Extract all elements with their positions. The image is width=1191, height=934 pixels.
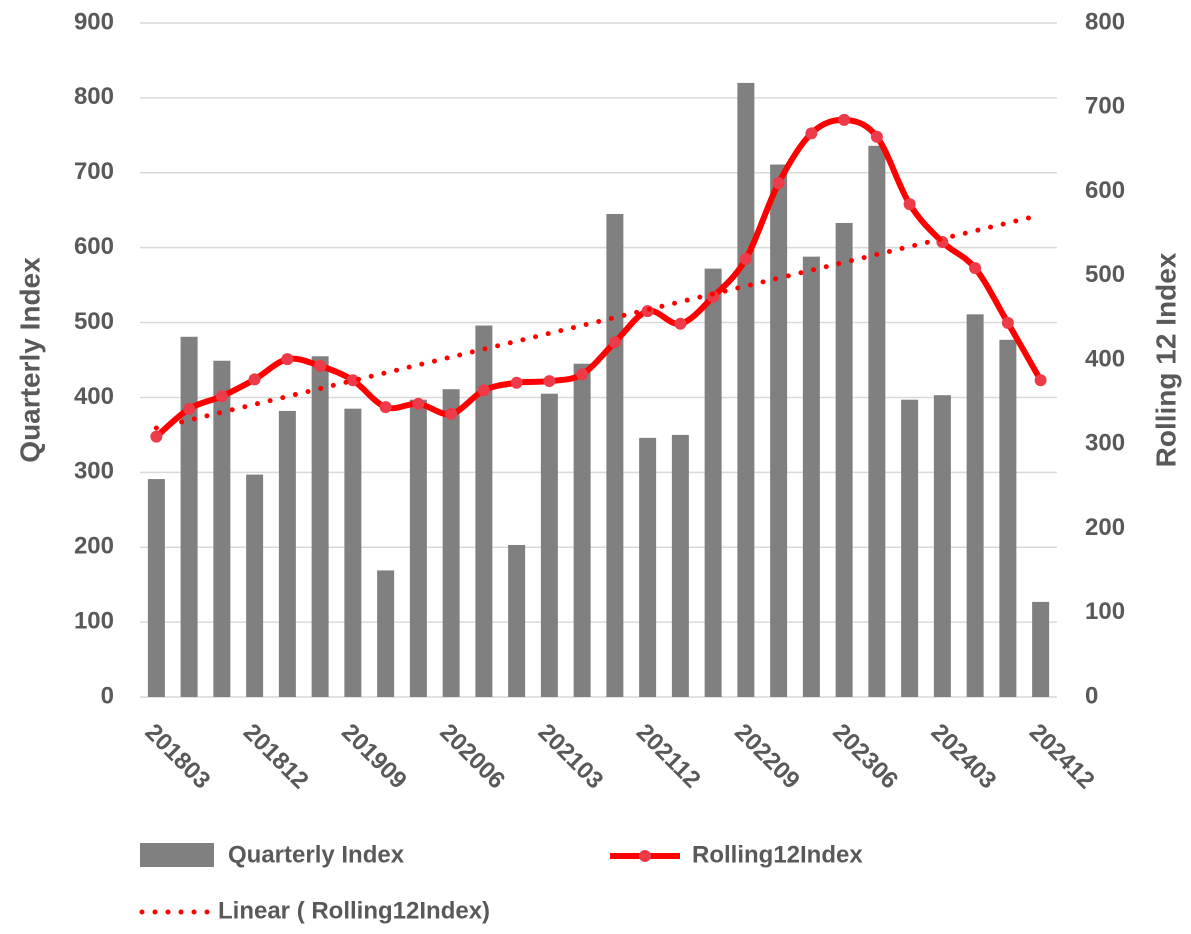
y-tick-label: 400 xyxy=(74,383,114,410)
y-tick-label: 500 xyxy=(74,308,114,335)
bar xyxy=(377,570,395,697)
x-tick-label: 202209 xyxy=(729,719,805,795)
y-tick-label: 700 xyxy=(74,158,114,185)
bar xyxy=(147,479,165,697)
line-point xyxy=(379,401,392,414)
bar xyxy=(671,434,689,697)
line-point xyxy=(739,252,752,265)
line-point xyxy=(903,198,916,211)
bar xyxy=(540,393,558,697)
line-point xyxy=(576,368,589,381)
bar xyxy=(1032,601,1050,697)
line-point xyxy=(412,397,425,410)
line-point xyxy=(1034,374,1047,387)
bar xyxy=(704,268,722,697)
y-tick-label: 100 xyxy=(74,607,114,634)
line-point xyxy=(543,375,556,388)
x-tick-label: 202412 xyxy=(1024,719,1100,795)
y2-tick-label: 600 xyxy=(1085,177,1125,204)
y-tick-label: 900 xyxy=(74,8,114,35)
bar xyxy=(311,356,329,697)
y2-tick-label: 400 xyxy=(1085,345,1125,372)
x-tick-label: 202006 xyxy=(434,719,510,795)
line-point xyxy=(150,430,163,443)
y2-tick-label: 700 xyxy=(1085,93,1125,120)
line-point xyxy=(314,359,327,372)
line-point xyxy=(346,374,359,387)
y-tick-label: 200 xyxy=(74,533,114,560)
line-point xyxy=(248,373,261,386)
bar xyxy=(213,360,231,697)
line-point xyxy=(445,407,458,420)
line-point xyxy=(510,376,523,389)
x-tick-label: 202103 xyxy=(533,719,609,795)
y2-tick-label: 500 xyxy=(1085,261,1125,288)
bar xyxy=(442,389,460,697)
y-tick-label: 600 xyxy=(74,233,114,260)
y2-tick-label: 100 xyxy=(1085,598,1125,625)
bar xyxy=(737,82,755,697)
y2-tick-label: 0 xyxy=(1085,682,1098,709)
line-point xyxy=(1001,316,1014,329)
legend-label: Quarterly Index xyxy=(228,841,405,868)
bar xyxy=(278,410,296,697)
y-tick-label: 0 xyxy=(101,682,114,709)
y-tick-label: 800 xyxy=(74,83,114,110)
bar xyxy=(344,408,362,697)
line-point xyxy=(772,177,785,190)
bar xyxy=(246,474,264,697)
bar xyxy=(933,395,951,697)
legend-swatch xyxy=(140,843,214,867)
bar xyxy=(180,336,198,697)
line-point xyxy=(183,402,196,415)
y2-tick-label: 200 xyxy=(1085,514,1125,541)
line-point xyxy=(969,262,982,275)
x-tick-label: 202112 xyxy=(631,719,706,794)
line-point xyxy=(608,336,621,349)
x-tick-label: 201803 xyxy=(140,719,216,795)
bar xyxy=(639,437,657,697)
x-tick-label: 202306 xyxy=(827,719,903,795)
legend-swatch xyxy=(639,850,651,862)
line-point xyxy=(215,390,228,403)
bar xyxy=(475,325,493,697)
line-point xyxy=(477,384,490,397)
line-point xyxy=(805,127,818,140)
y2-tick-label: 300 xyxy=(1085,430,1125,457)
legend-label: Rolling12Index xyxy=(692,841,863,868)
y-tick-label: 300 xyxy=(74,458,114,485)
bar xyxy=(573,363,591,697)
bar xyxy=(999,339,1017,697)
legend-label: Linear ( Rolling12Index) xyxy=(218,897,490,924)
bar xyxy=(770,164,788,698)
bar xyxy=(901,399,919,697)
trendline xyxy=(153,212,1044,431)
bar xyxy=(606,213,624,697)
line xyxy=(154,116,1044,439)
x-tick-label: 201909 xyxy=(336,719,412,795)
y2-tick-label: 800 xyxy=(1085,8,1125,35)
x-tick-label: 202403 xyxy=(926,719,1002,795)
bar xyxy=(409,399,427,697)
bar xyxy=(966,314,984,697)
y2-axis-title: Rolling 12 Index xyxy=(1150,252,1181,467)
line-point xyxy=(870,130,883,143)
line-point xyxy=(838,113,851,126)
x-tick-label: 201812 xyxy=(238,719,314,795)
line-point xyxy=(674,317,687,330)
y-axis-title: Quarterly Index xyxy=(14,257,45,463)
bar xyxy=(802,256,820,697)
line-point xyxy=(281,353,294,366)
bar xyxy=(868,145,886,698)
bar xyxy=(508,544,526,697)
bar xyxy=(835,222,853,697)
